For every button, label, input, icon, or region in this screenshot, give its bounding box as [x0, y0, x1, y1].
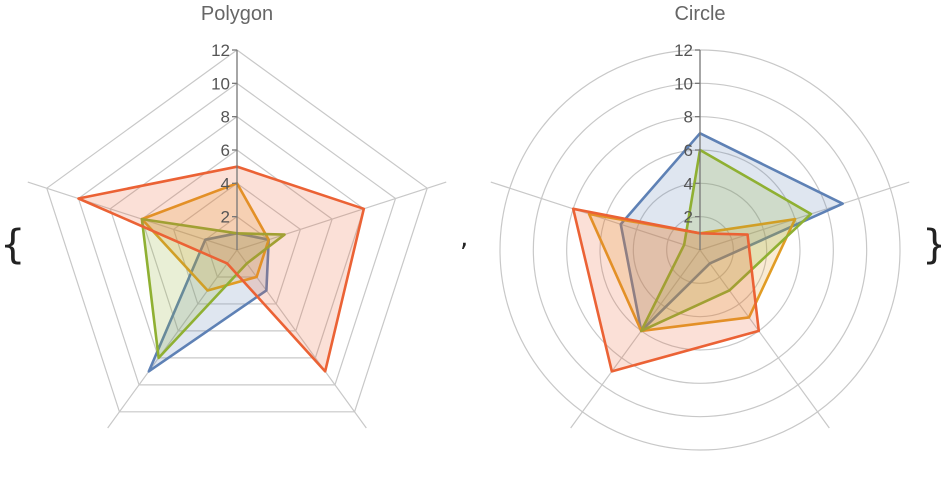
grid-ring	[46, 49, 428, 413]
radial-tick-label: 12	[211, 41, 230, 60]
grid-ring	[141, 149, 333, 332]
close-brace: }	[922, 222, 941, 268]
radial-tick-label: 2	[684, 208, 693, 227]
series-4-polygon	[571, 207, 761, 373]
chart-title: Circle	[674, 3, 725, 25]
polygon-radar-chart: Polygon 2 4 6 8 10 12	[27, 3, 447, 429]
grid-spoke	[699, 249, 830, 429]
chart-title: Polygon	[201, 3, 273, 25]
grid-ring	[204, 215, 270, 278]
radial-tick-label: 4	[221, 174, 230, 193]
radial-tick-label: 6	[221, 141, 230, 160]
grid-spoke	[699, 181, 910, 251]
grid-ring	[172, 182, 302, 305]
radial-tick-label: 8	[221, 108, 230, 127]
grid-spoke	[236, 249, 367, 429]
radial-tick-label: 4	[684, 174, 693, 193]
open-brace: {	[0, 222, 25, 268]
grid-spoke	[570, 249, 701, 429]
grid-spoke	[107, 249, 238, 429]
radial-tick-label: 10	[674, 74, 693, 93]
grid-ring	[109, 115, 365, 359]
grid-ring	[77, 82, 397, 386]
grid-spoke	[236, 181, 447, 251]
series-3-polygon	[639, 148, 813, 333]
circle-radar-chart: Circle 2 4 6 8 10 12	[490, 3, 910, 451]
series-1-polygon	[619, 132, 844, 333]
grid-spoke	[27, 181, 238, 251]
radial-tick-label: 12	[674, 41, 693, 60]
radial-tick-label: 2	[221, 208, 230, 227]
series-4-polygon	[77, 165, 366, 373]
series-2-polygon	[587, 212, 797, 333]
radial-tick-label: 8	[684, 108, 693, 127]
radial-tick-label: 10	[211, 74, 230, 93]
separator-comma: ,	[460, 223, 468, 253]
radial-tick-label: 6	[684, 141, 693, 160]
series-3-polygon	[140, 217, 286, 360]
